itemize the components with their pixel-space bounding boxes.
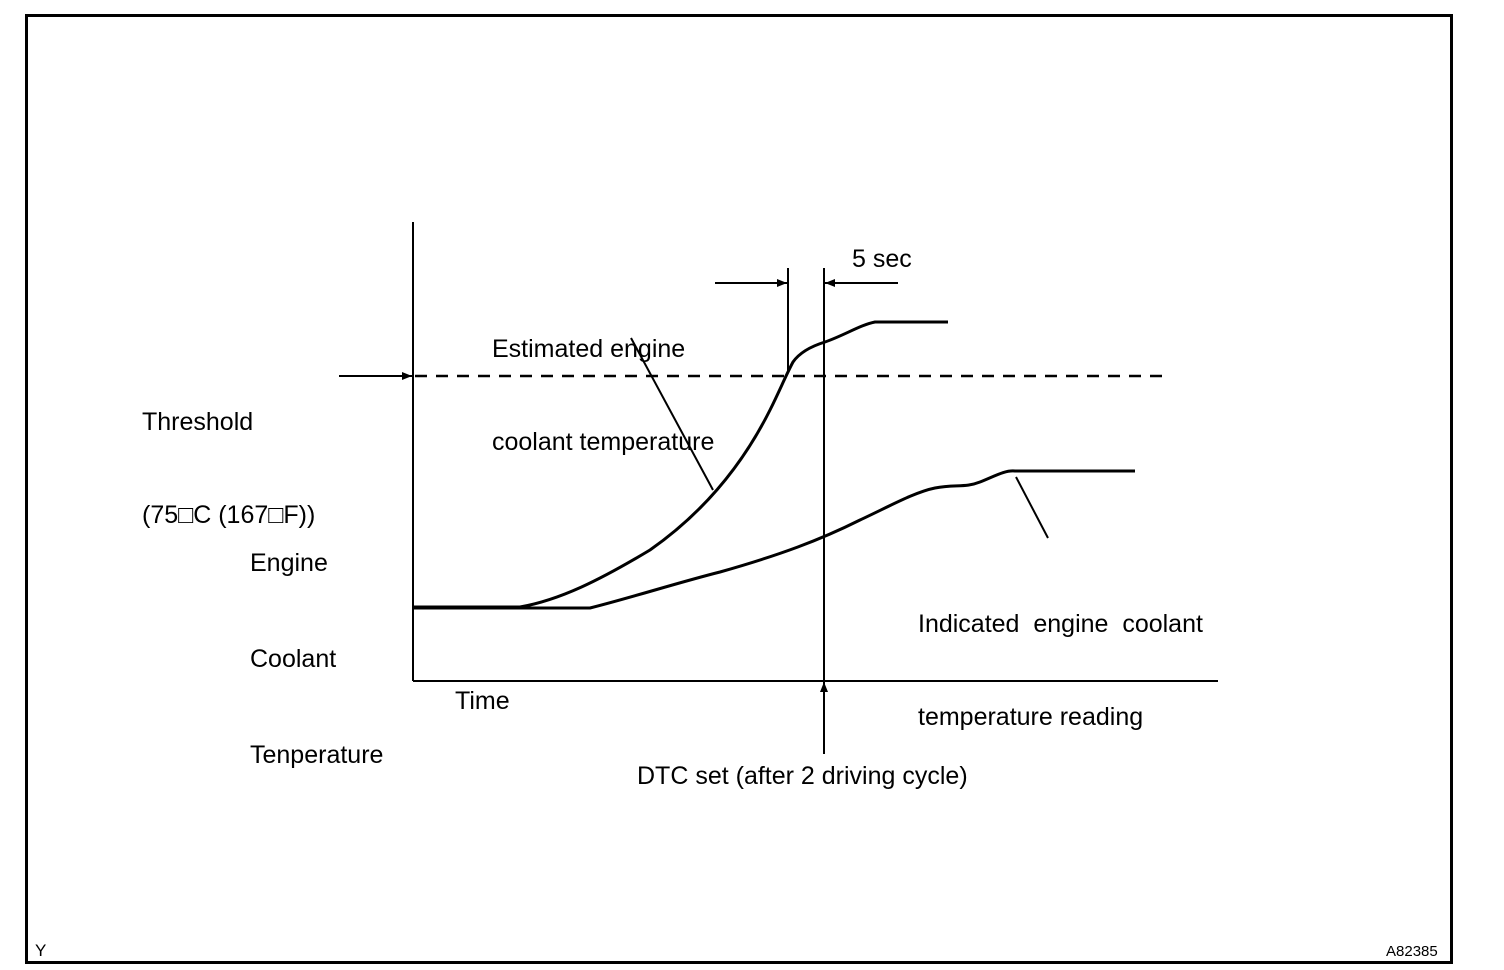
threshold-label: Threshold (75□C (167□F)) xyxy=(142,345,315,562)
indicated-leader-line xyxy=(1015,476,1049,539)
y-axis-label: Engine Coolant Tenperature xyxy=(250,483,383,803)
y-axis-label-line2: Coolant xyxy=(250,645,337,673)
indicated-temperature-curve xyxy=(413,469,1135,610)
estimated-label-line2: coolant temperature xyxy=(492,428,715,456)
x-axis-label: Time xyxy=(455,687,510,715)
figure-frame xyxy=(25,14,1453,964)
threshold-label-line1: Threshold xyxy=(142,408,254,436)
estimated-label: Estimated engine coolant temperature xyxy=(492,272,714,489)
estimated-label-line1: Estimated engine xyxy=(492,335,686,363)
dtc-label: DTC set (after 2 driving cycle) xyxy=(637,762,968,790)
y-axis-label-line3: Tenperature xyxy=(250,741,384,769)
indicated-label-line1: Indicated engine coolant xyxy=(918,610,1203,638)
delay-label: 5 sec xyxy=(852,245,912,273)
indicated-label-line2: temperature reading xyxy=(918,703,1144,731)
corner-code-right: A82385 xyxy=(1386,943,1438,960)
indicated-label: Indicated engine coolant temperature rea… xyxy=(918,547,1203,764)
threshold-label-line2: (75□C (167□F)) xyxy=(142,501,316,529)
corner-code-left: Y xyxy=(35,941,47,960)
estimated-leader-line xyxy=(630,337,714,491)
y-axis-label-line1: Engine xyxy=(250,549,328,577)
estimated-temperature-curve xyxy=(413,320,948,609)
